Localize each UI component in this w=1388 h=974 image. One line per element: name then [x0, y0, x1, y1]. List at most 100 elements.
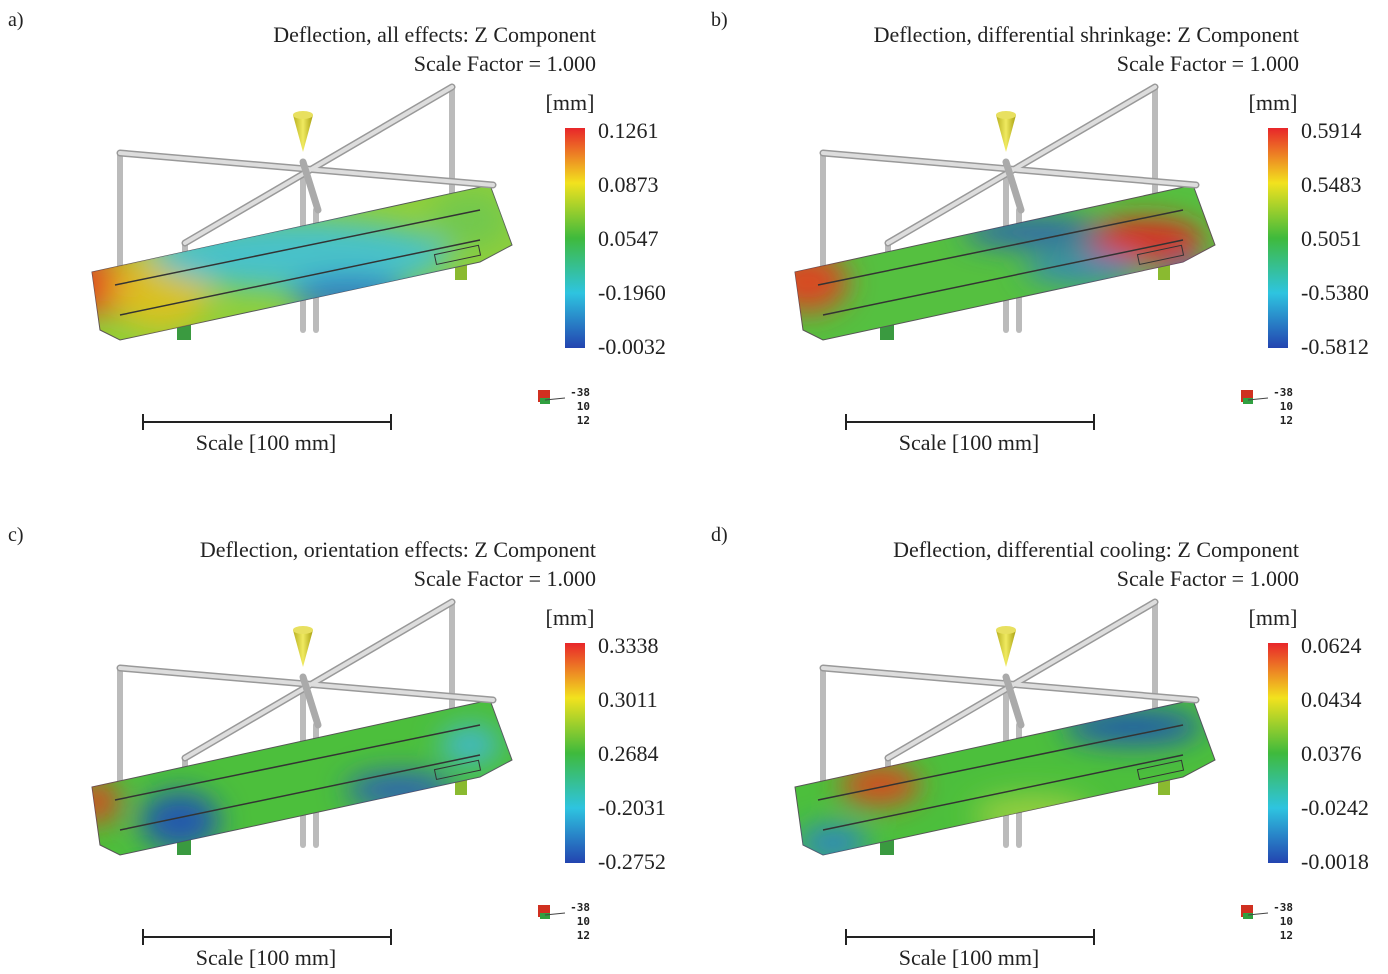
- runner: [1002, 158, 1025, 214]
- runner-core: [183, 85, 454, 245]
- vent-row: [433, 759, 482, 781]
- hotspot: [840, 765, 920, 805]
- panel: c) Deflection, orientation effects: Z Com…: [8, 524, 666, 970]
- hotspot: [795, 252, 848, 312]
- legend-value: 0.0873: [598, 172, 659, 197]
- slot: [817, 209, 1184, 286]
- vent-row: [433, 244, 482, 266]
- unit-label: [mm]: [546, 90, 595, 115]
- color-bar: [1268, 128, 1288, 348]
- legend-value: 0.0547: [598, 226, 659, 251]
- triad-axis: [544, 912, 566, 916]
- panel-label: a): [8, 9, 24, 31]
- sprue-cone: [293, 630, 313, 667]
- legend-value: 0.3011: [598, 687, 658, 712]
- panel: b) Deflection, differential shrinkage: Z …: [711, 9, 1369, 455]
- sprue-cone: [996, 630, 1016, 667]
- panel-subtitle: Scale Factor = 1.000: [414, 566, 596, 591]
- sprue-top: [996, 111, 1016, 119]
- triad-value: 12: [577, 414, 590, 427]
- triad-icon: [1243, 398, 1253, 404]
- triad-axis: [544, 397, 566, 401]
- triad-value: -38: [1273, 901, 1293, 914]
- panel-label: d): [711, 524, 728, 546]
- panel-subtitle: Scale Factor = 1.000: [414, 51, 596, 76]
- color-bar: [565, 128, 585, 348]
- triad-value: -38: [1273, 386, 1293, 399]
- scale-label: Scale [100 mm]: [196, 945, 337, 970]
- slot: [114, 724, 481, 801]
- triad-value: 10: [1280, 915, 1293, 928]
- sprue-top: [293, 111, 313, 119]
- hotspot: [440, 725, 500, 765]
- panel-title: Deflection, orientation effects: Z Compo…: [200, 537, 596, 562]
- legend-value: 0.1261: [598, 118, 659, 143]
- legend-value: 0.5051: [1301, 226, 1362, 251]
- sprue-cone: [996, 115, 1016, 152]
- panel-subtitle: Scale Factor = 1.000: [1117, 566, 1299, 591]
- color-bar: [565, 643, 585, 863]
- triad-value: -38: [570, 386, 590, 399]
- panel: d) Deflection, differential cooling: Z Co…: [711, 524, 1369, 970]
- panel: a) Deflection, all effects: Z Component Sc…: [8, 9, 666, 455]
- triad-axis: [1247, 397, 1269, 401]
- triad-value: -38: [570, 901, 590, 914]
- unit-label: [mm]: [1249, 90, 1298, 115]
- legend-value: -0.2031: [598, 795, 666, 820]
- legend-value: -0.2752: [598, 849, 666, 874]
- triad-icon: [540, 913, 550, 919]
- hotspots: [92, 190, 510, 330]
- legend-value: 0.2684: [598, 741, 659, 766]
- panel-title: Deflection, all effects: Z Component: [273, 22, 596, 47]
- hotspot: [1023, 253, 1143, 283]
- runner-core: [886, 600, 1157, 760]
- panel-subtitle: Scale Factor = 1.000: [1117, 51, 1299, 76]
- slot: [114, 209, 481, 286]
- slot: [817, 724, 1184, 801]
- triad-value: 12: [1280, 929, 1293, 942]
- legend-value: 0.0624: [1301, 633, 1362, 658]
- triad-value: 10: [577, 915, 590, 928]
- sprue-top: [996, 626, 1016, 634]
- hotspot: [798, 825, 868, 855]
- legend-value: -0.5380: [1301, 280, 1369, 305]
- runner: [299, 158, 322, 214]
- hotspot: [1063, 709, 1203, 745]
- triad-icon: [1243, 913, 1253, 919]
- triad-value: 12: [1280, 414, 1293, 427]
- scale-label: Scale [100 mm]: [196, 430, 337, 455]
- sprue-cone: [293, 115, 313, 152]
- unit-label: [mm]: [1249, 605, 1298, 630]
- runner-core: [886, 85, 1157, 245]
- legend-value: 0.5914: [1301, 118, 1362, 143]
- slot: [119, 239, 481, 316]
- legend-value: 0.0376: [1301, 741, 1362, 766]
- triad-value: 10: [577, 400, 590, 413]
- vent-row: [1136, 759, 1185, 781]
- scale-label: Scale [100 mm]: [899, 430, 1040, 455]
- slot: [119, 754, 481, 831]
- hotspot: [1085, 218, 1205, 262]
- legend-value: -0.0018: [1301, 849, 1369, 874]
- unit-label: [mm]: [546, 605, 595, 630]
- legend-value: -0.0032: [598, 334, 666, 359]
- legend-value: -0.0242: [1301, 795, 1369, 820]
- panel-title: Deflection, differential cooling: Z Comp…: [893, 537, 1299, 562]
- triad-value: 10: [1280, 400, 1293, 413]
- hotspot: [140, 791, 220, 851]
- hotspot: [345, 772, 455, 808]
- hotspot: [973, 795, 1093, 835]
- legend-value: 0.3338: [598, 633, 659, 658]
- legend-value: -0.1960: [598, 280, 666, 305]
- runner: [1002, 673, 1025, 729]
- panel-title: Deflection, differential shrinkage: Z Co…: [874, 22, 1299, 47]
- scale-label: Scale [100 mm]: [899, 945, 1040, 970]
- hotspot: [290, 277, 410, 313]
- triad-value: 12: [577, 929, 590, 942]
- panel-label: b): [711, 9, 728, 31]
- panel-label: c): [8, 524, 24, 546]
- triad-icon: [540, 398, 550, 404]
- legend-value: -0.5812: [1301, 334, 1369, 359]
- runner: [299, 673, 322, 729]
